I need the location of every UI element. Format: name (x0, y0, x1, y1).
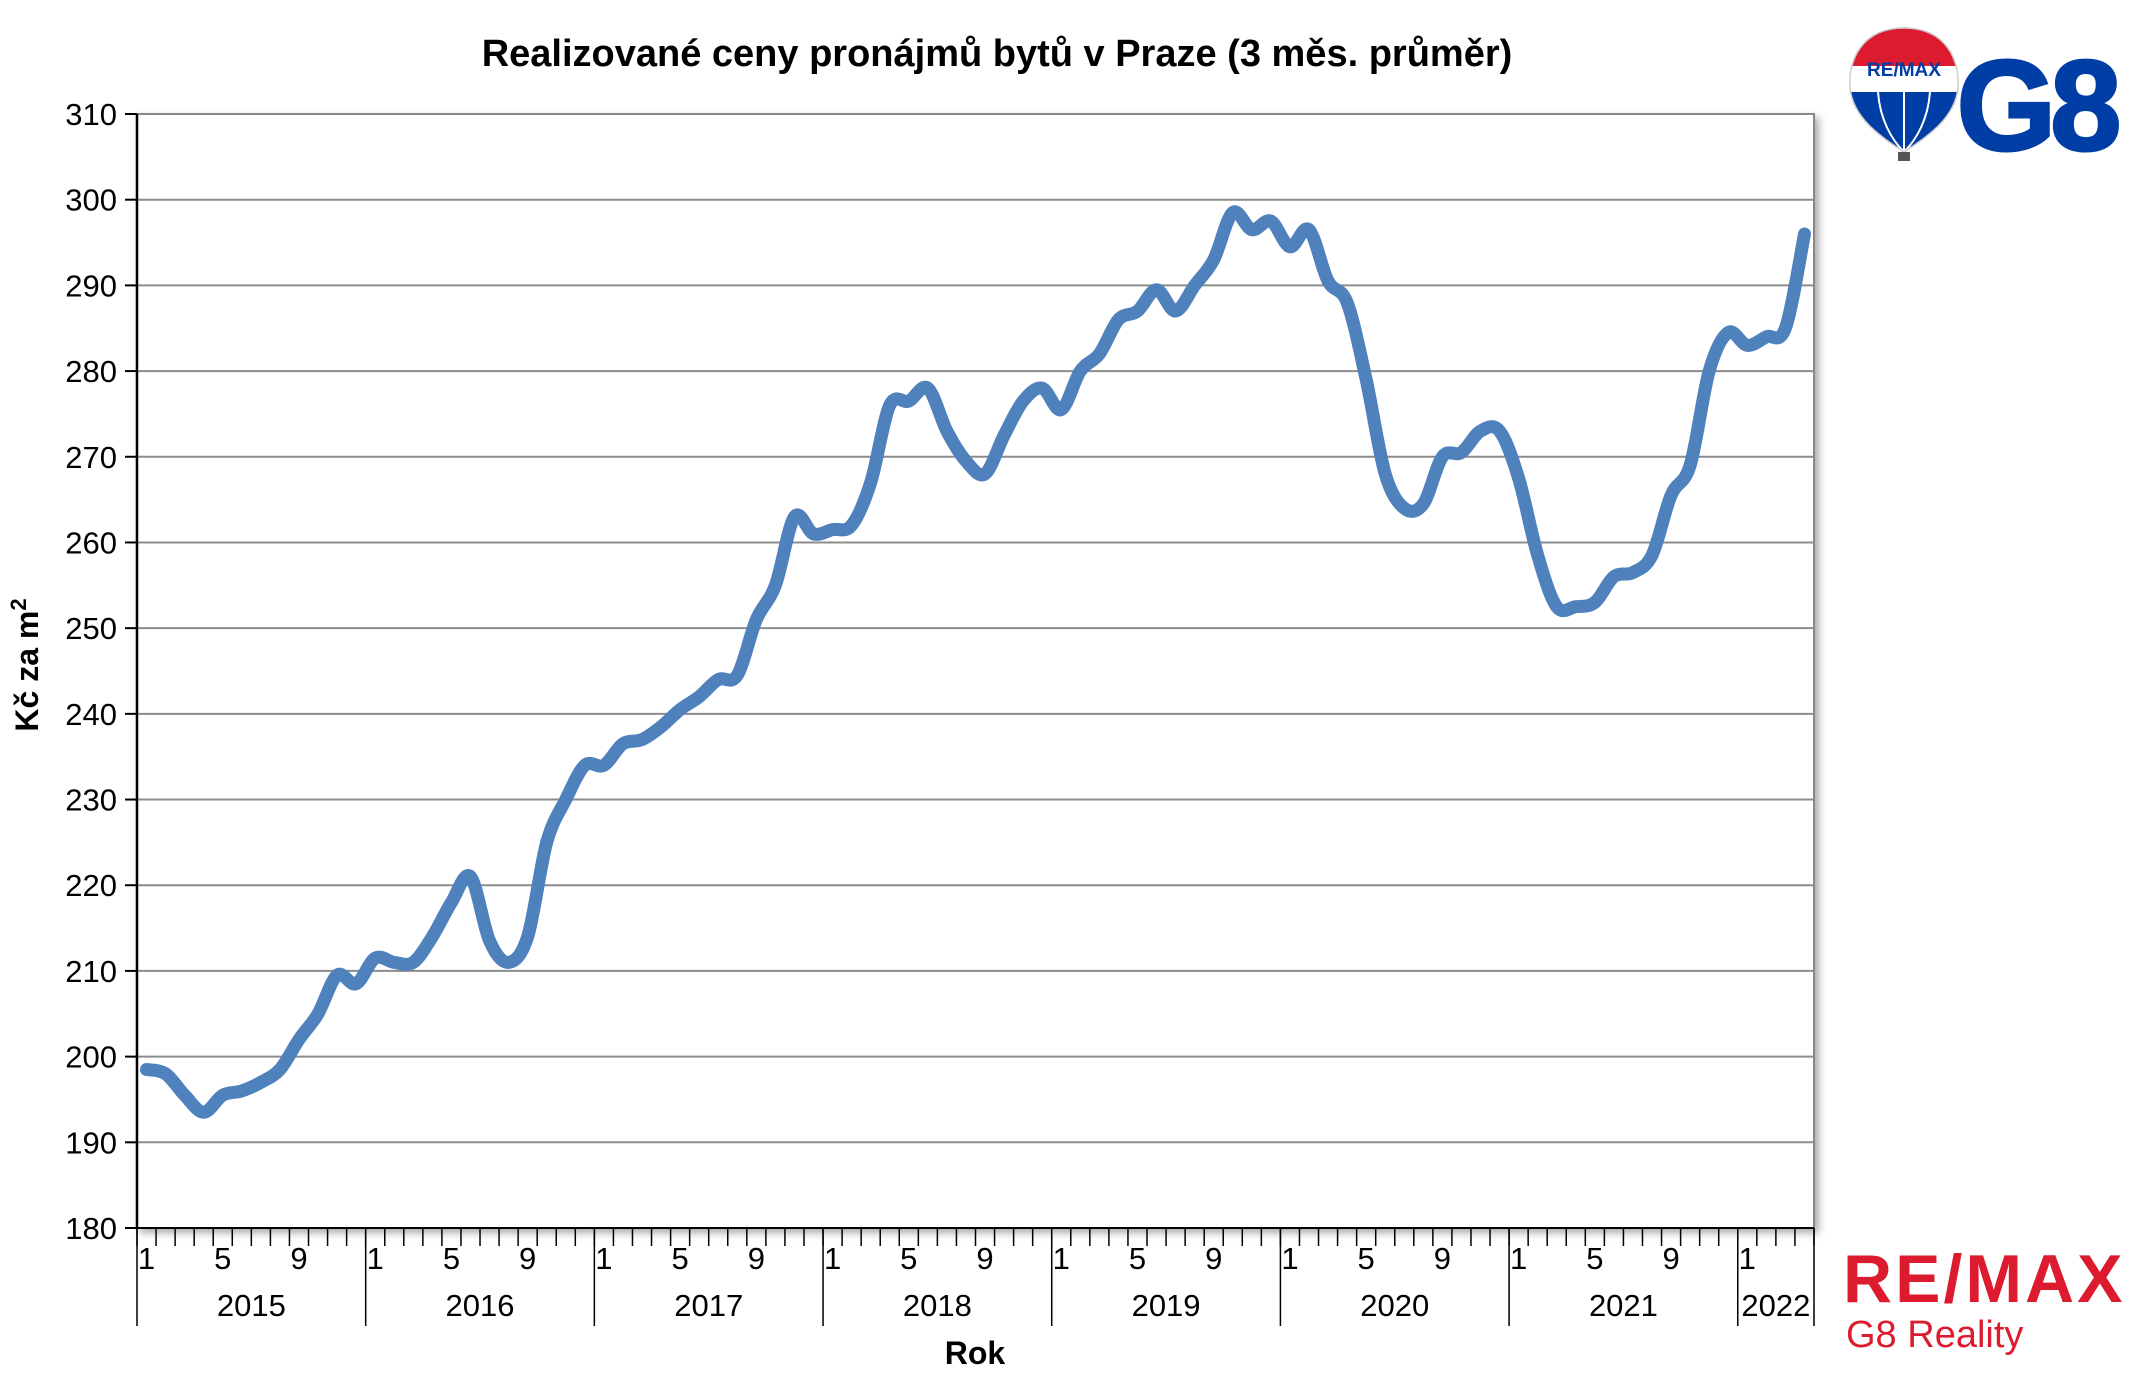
y-tick-label: 180 (65, 1211, 117, 1246)
x-month-label: 5 (900, 1241, 917, 1276)
x-month-label: 9 (1662, 1241, 1679, 1276)
x-month-label: 9 (1205, 1241, 1222, 1276)
x-year-label: 2022 (1741, 1288, 1810, 1323)
balloon-text: RE/MAX (1867, 60, 1941, 81)
g8-logo-text: G8 (1957, 35, 2119, 178)
y-axis: 180 190 200 210 220 230 240 250 260 270 280 290 300 3… (65, 97, 139, 1246)
y-tick-label: 240 (65, 697, 117, 732)
x-month-label: 1 (1739, 1241, 1756, 1276)
x-month-label: 9 (748, 1241, 765, 1276)
y-axis-label-text: Kč za m (9, 611, 45, 732)
y-tick-label: 190 (65, 1125, 117, 1160)
plot-area (136, 113, 1815, 1229)
remax-brand-sub: G8 Reality (1846, 1314, 2023, 1356)
y-tick-label: 290 (65, 268, 117, 303)
y-tick-label: 230 (65, 783, 117, 818)
x-month-label: 9 (290, 1241, 307, 1276)
x-year-label: 2016 (446, 1288, 515, 1323)
x-month-label: 1 (138, 1241, 155, 1276)
x-month-label: 5 (671, 1241, 688, 1276)
y-axis-label: Kč za m2 (6, 598, 45, 731)
series-line (140, 205, 1811, 1119)
x-year-label: 2015 (217, 1288, 286, 1323)
remax-balloon-logo: RE/MAX (1849, 27, 1959, 161)
x-year-label: 2018 (903, 1288, 972, 1323)
x-year-label: 2017 (674, 1288, 743, 1323)
y-tick-label: 250 (65, 611, 117, 646)
x-month-label: 1 (1510, 1241, 1527, 1276)
x-month-label: 5 (214, 1241, 231, 1276)
y-tick-label: 270 (65, 440, 117, 475)
y-tick-label: 300 (65, 183, 117, 218)
x-axis-label: Rok (945, 1335, 1006, 1371)
y-tick-label: 220 (65, 868, 117, 903)
x-year-label: 2019 (1132, 1288, 1201, 1323)
x-year-label: 2020 (1360, 1288, 1429, 1323)
x-month-label: 5 (1358, 1241, 1375, 1276)
x-year-label: 2021 (1589, 1288, 1658, 1323)
chart-title: Realizované ceny pronájmů bytů v Praze (… (482, 33, 1513, 75)
series-group (140, 205, 1811, 1119)
x-month-label: 9 (976, 1241, 993, 1276)
x-month-label: 1 (367, 1241, 384, 1276)
x-month-label: 9 (1434, 1241, 1451, 1276)
y-tick-label: 310 (65, 97, 117, 132)
x-axis: 1 5 9 1 5 9 1 5 9 1 5 9 1 5 9 1 5 9 1 5 9 1 2015 2016 2017 2018 20… (136, 1227, 1815, 1326)
y-tick-label: 200 (65, 1040, 117, 1075)
x-month-label: 5 (443, 1241, 460, 1276)
x-month-label: 5 (1129, 1241, 1146, 1276)
x-month-label: 9 (519, 1241, 536, 1276)
y-tick-label: 260 (65, 525, 117, 560)
x-month-label: 1 (824, 1241, 841, 1276)
y-tick-label: 280 (65, 354, 117, 389)
y-axis-label-sup: 2 (6, 598, 31, 610)
remax-brand-name: RE/MAX (1843, 1241, 2125, 1317)
x-month-label: 1 (595, 1241, 612, 1276)
grid-lines (137, 198, 1814, 1144)
x-month-label: 1 (1053, 1241, 1070, 1276)
x-month-label: 5 (1586, 1241, 1603, 1276)
y-tick-label: 210 (65, 954, 117, 989)
x-month-label: 1 (1281, 1241, 1298, 1276)
